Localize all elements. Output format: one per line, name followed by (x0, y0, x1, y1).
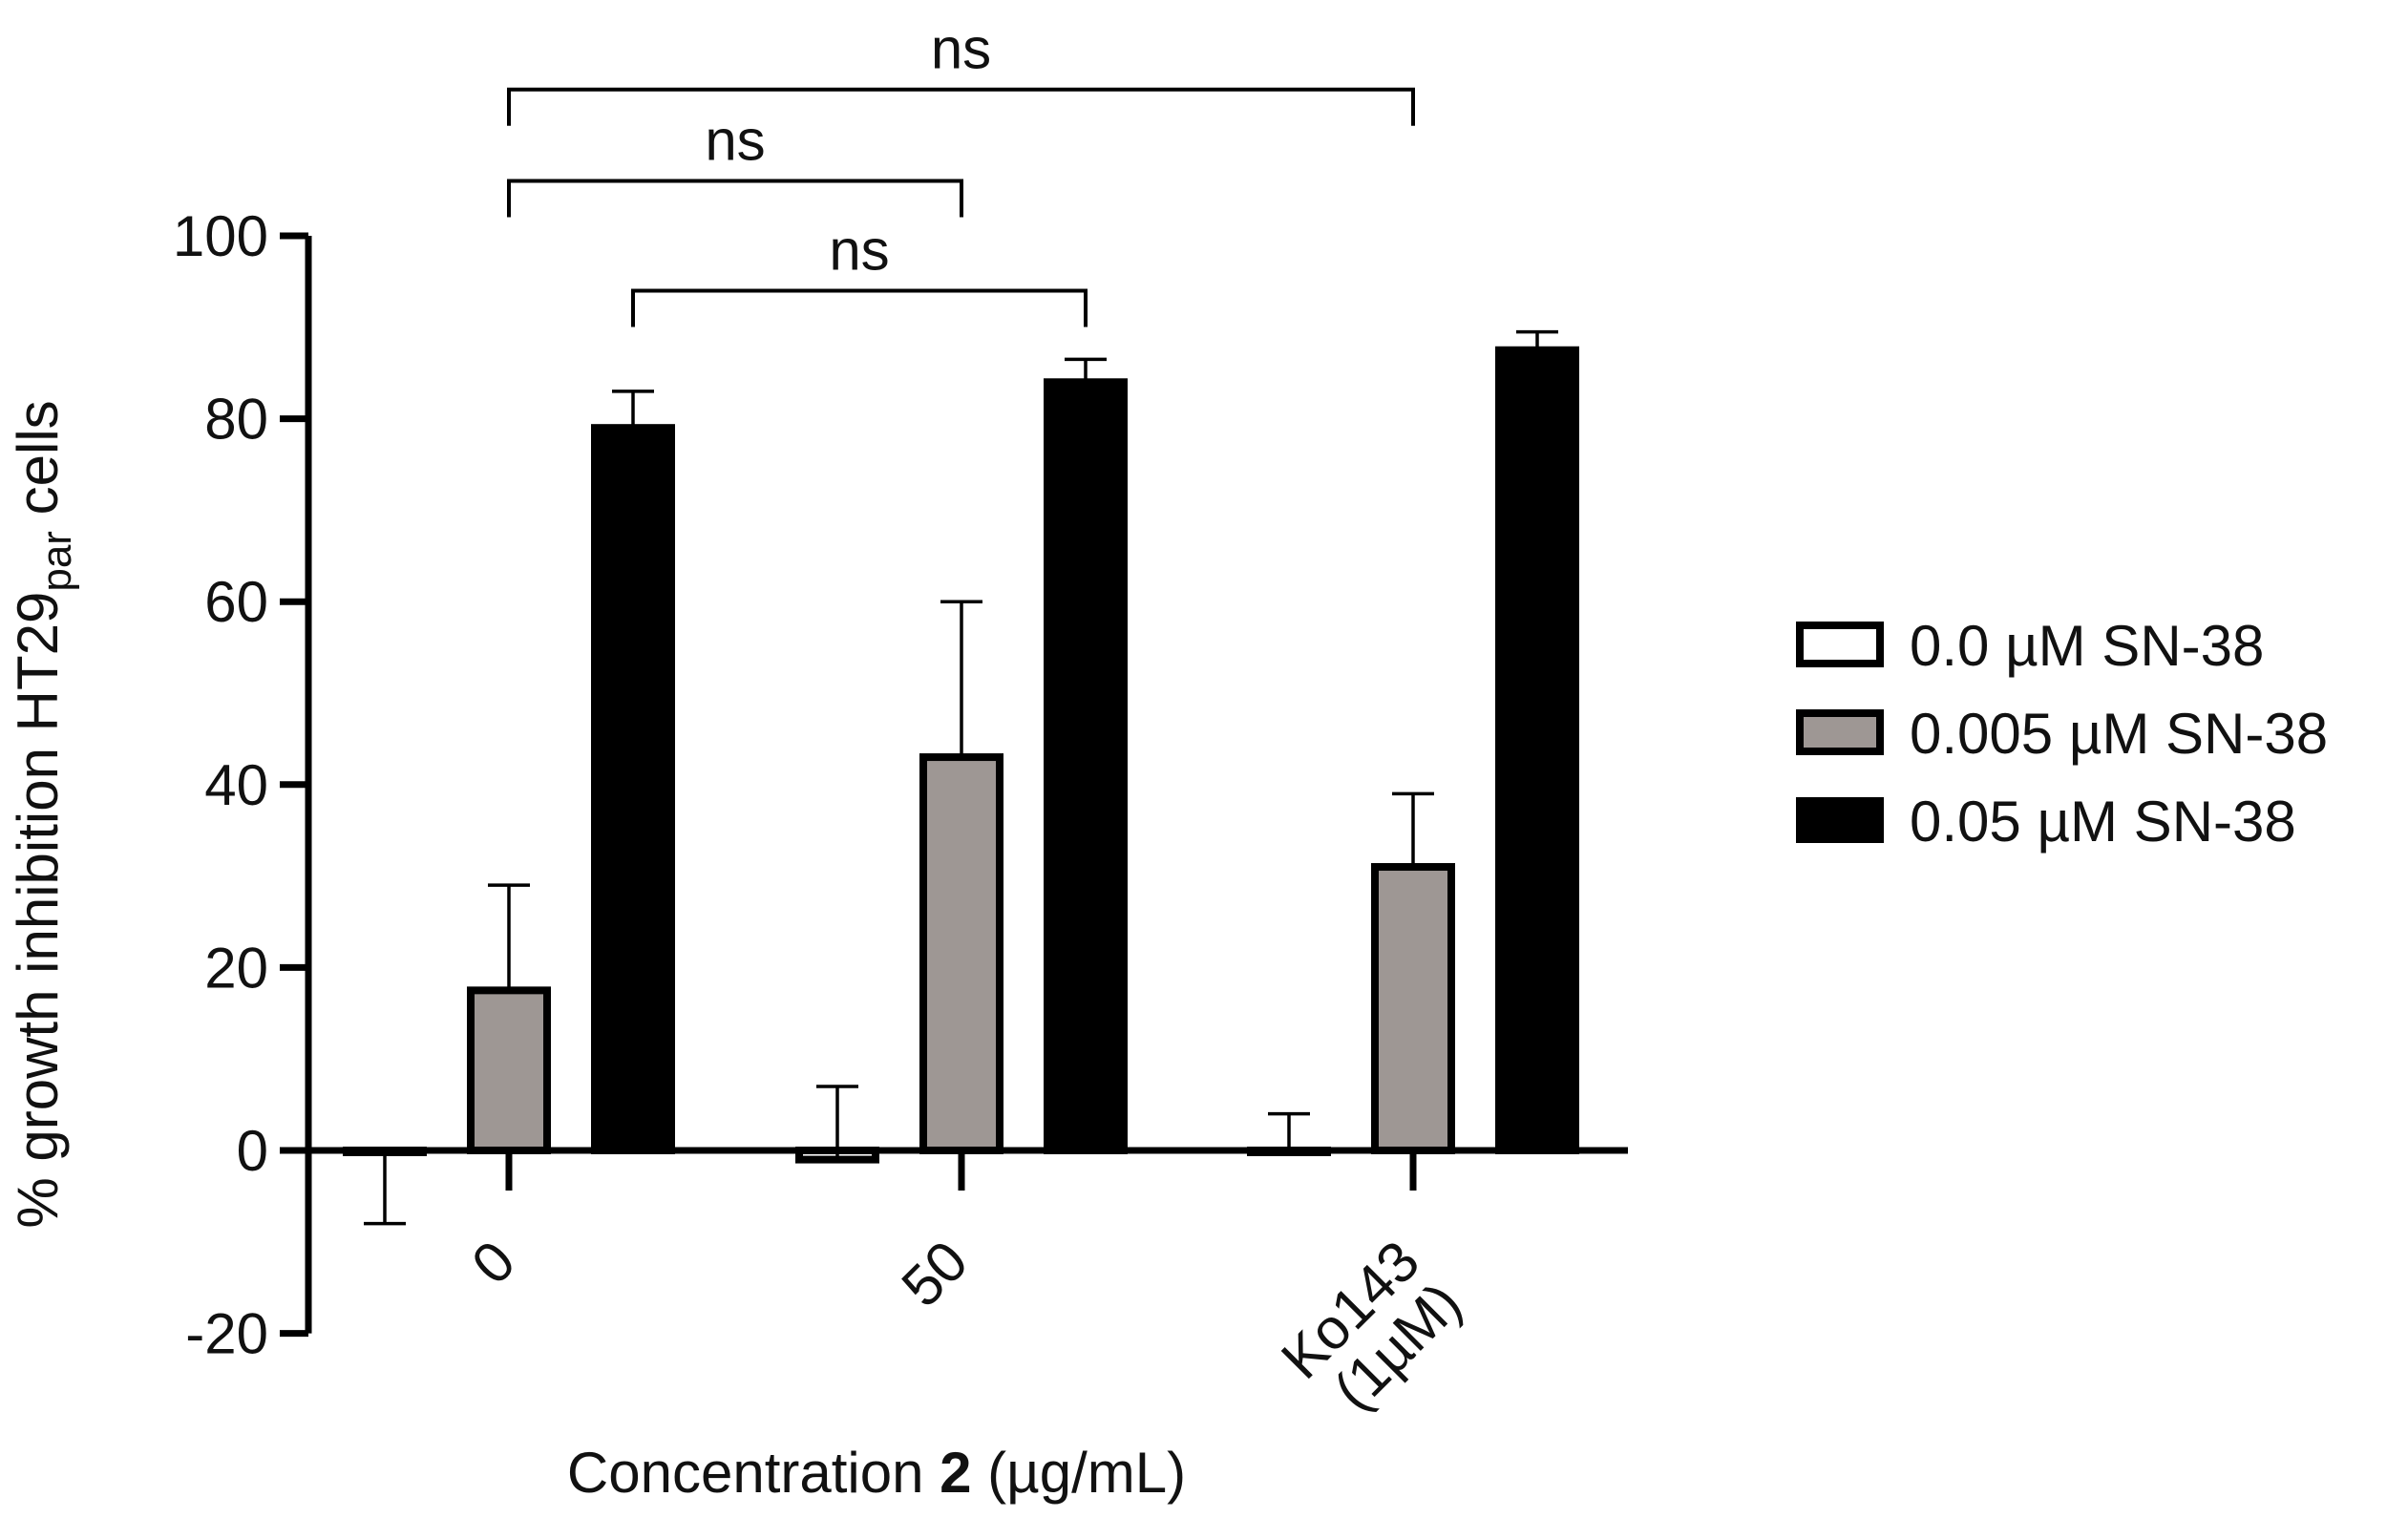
x-tick-label-line: 0 (459, 1229, 527, 1297)
x-axis-label: Concentration 2 (µg/mL) (567, 1441, 1186, 1505)
y-axis-label-main: % growth inhibition HT29 (6, 592, 70, 1229)
legend: 0.0 µM SN-38 0.005 µM SN-38 0.05 µM SN-38 (1796, 614, 2328, 854)
bar (1495, 346, 1579, 1154)
significance-label: ns (705, 109, 765, 173)
y-axis-label-tail: cells (6, 400, 70, 531)
y-tick-label: 40 (204, 753, 268, 817)
axes: -20 0 20 40 60 80 100 0 50 Ko143(1µM) (173, 204, 1628, 1433)
x-tick-label: 50 (890, 1229, 981, 1319)
x-axis-label-compound: 2 (940, 1441, 971, 1505)
bar (1247, 1147, 1331, 1156)
bar (919, 753, 1003, 1154)
significance-bracket (507, 179, 963, 218)
y-tick-label: -20 (185, 1302, 268, 1366)
legend-swatch (1796, 709, 1884, 755)
legend-label: 0.0 µM SN-38 (1910, 614, 2264, 678)
significance-bracket (507, 87, 1415, 126)
legend-label: 0.05 µM SN-38 (1910, 790, 2296, 854)
y-tick-label: 100 (173, 204, 268, 268)
significance-bracket (631, 288, 1088, 327)
bar (1044, 378, 1128, 1154)
y-tick-label: 80 (204, 388, 268, 452)
x-tick-label: Ko143(1µM) (1269, 1229, 1473, 1433)
y-axis-label: % growth inhibition HT29par cells (6, 400, 80, 1228)
significance-label: ns (829, 218, 889, 282)
bar (467, 986, 551, 1154)
x-axis-label-suffix: (µg/mL) (972, 1441, 1187, 1505)
y-tick-label: 20 (204, 936, 268, 1000)
legend-label: 0.005 µM SN-38 (1910, 702, 2328, 766)
significance-label: ns (931, 17, 991, 81)
x-tick-label-line: 50 (890, 1229, 981, 1319)
error-bars (364, 329, 1558, 1226)
legend-swatch (1796, 797, 1884, 843)
x-axis-label-prefix: Concentration (567, 1441, 940, 1505)
y-axis-label-subscript: par (33, 531, 80, 592)
bar (1371, 863, 1455, 1155)
x-tick-label: 0 (459, 1229, 527, 1297)
bar (591, 424, 675, 1154)
y-tick-label: 0 (237, 1119, 268, 1183)
legend-swatch (1796, 622, 1884, 667)
y-tick-label: 60 (204, 570, 268, 634)
bars (343, 346, 1579, 1164)
